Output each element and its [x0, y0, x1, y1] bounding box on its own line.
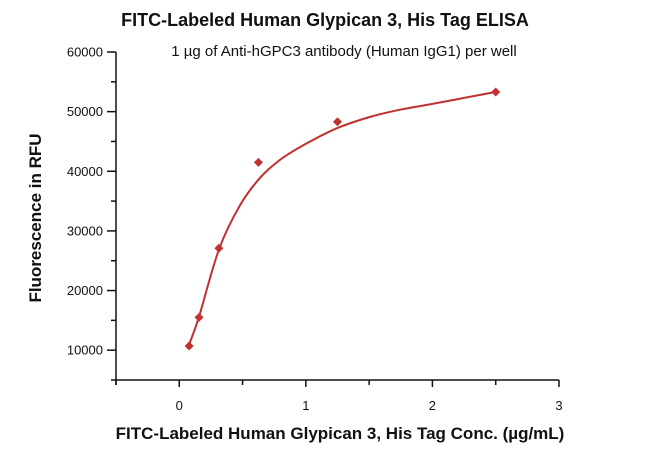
data-point-marker [491, 87, 501, 97]
fitted-curve [188, 91, 496, 345]
y-tick-label: 20000 [67, 283, 103, 298]
data-markers [184, 87, 501, 351]
x-tick-label: 0 [176, 398, 183, 413]
y-tick-label: 30000 [67, 223, 103, 238]
data-point-marker [184, 341, 194, 351]
data-point-marker [253, 157, 263, 167]
data-point-marker [214, 243, 224, 253]
y-tick-label: 40000 [67, 164, 103, 179]
x-tick-label: 3 [555, 398, 562, 413]
y-tick-label: 50000 [67, 104, 103, 119]
chart-subtitle: 1 µg of Anti-hGPC3 antibody (Human IgG1)… [171, 43, 517, 60]
x-axis-label: FITC-Labeled Human Glypican 3, His Tag C… [115, 424, 565, 443]
data-point-marker [194, 312, 204, 322]
data-point-marker [333, 117, 342, 127]
y-tick-label: 10000 [67, 343, 103, 358]
y-tick-label: 60000 [67, 45, 103, 60]
x-tick-label: 2 [429, 398, 436, 413]
x-tick-label: 1 [302, 398, 309, 413]
chart-title: FITC-Labeled Human Glypican 3, His Tag E… [121, 10, 529, 30]
axes: 10000 20000 30000 40000 50000 60000 0 1 2 3 [67, 45, 563, 414]
